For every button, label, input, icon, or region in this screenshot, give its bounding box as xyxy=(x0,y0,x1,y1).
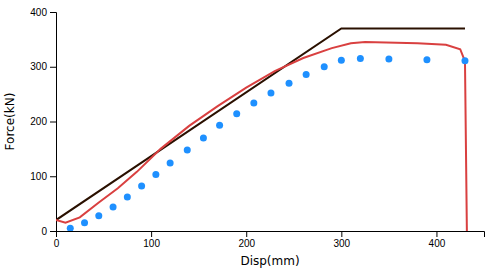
tick-mark xyxy=(151,231,152,237)
point xyxy=(357,55,364,62)
tick-mark xyxy=(50,67,56,68)
y-axis: 0 100 200 300 400 xyxy=(30,7,56,237)
point xyxy=(67,225,74,231)
chart: 0 100 200 300 400 0 100 200 300 400 Disp(mm) Force(… xyxy=(0,0,500,271)
tick-label: 400 xyxy=(30,7,47,18)
point xyxy=(95,212,102,219)
point xyxy=(385,56,392,63)
series-line xyxy=(56,42,467,231)
tick-label: 100 xyxy=(143,238,160,249)
tick-mark xyxy=(246,231,247,237)
tick-label: 200 xyxy=(30,116,47,127)
tick: 100 xyxy=(143,231,160,249)
plot: 0 100 200 300 400 0 100 200 300 400 xyxy=(30,7,484,249)
tick-mark xyxy=(436,231,437,237)
point xyxy=(152,171,159,178)
tick-mark xyxy=(50,12,56,13)
tick: 0 xyxy=(41,226,56,237)
point xyxy=(286,80,293,87)
tick-label: 400 xyxy=(429,238,446,249)
x-axis: 0 100 200 300 400 xyxy=(54,231,485,249)
point xyxy=(184,146,191,153)
tick: 300 xyxy=(30,61,56,72)
point xyxy=(167,160,174,167)
axis-line xyxy=(50,13,57,232)
point xyxy=(233,110,240,117)
tick-label: 100 xyxy=(30,171,47,182)
tick-mark xyxy=(341,231,342,237)
tick: 400 xyxy=(30,7,56,18)
point xyxy=(138,183,145,190)
tick-mark xyxy=(50,176,56,177)
axis-line xyxy=(57,232,485,238)
tick: 200 xyxy=(30,116,56,127)
y-axis-title: Force(kN) xyxy=(3,93,17,151)
tick-mark xyxy=(50,231,56,232)
point xyxy=(338,57,345,64)
point xyxy=(250,99,257,106)
point xyxy=(267,90,274,97)
point xyxy=(81,219,88,226)
point xyxy=(321,63,328,70)
tick-mark xyxy=(50,122,56,123)
point xyxy=(124,194,131,201)
point xyxy=(216,122,223,129)
tick-label: 0 xyxy=(54,238,60,249)
tick: 200 xyxy=(238,231,255,249)
point xyxy=(303,71,310,78)
tick: 400 xyxy=(429,231,446,249)
x-axis-title: Disp(mm) xyxy=(240,254,299,268)
point xyxy=(200,134,207,141)
tick-label: 200 xyxy=(238,238,255,249)
tick-label: 300 xyxy=(333,238,350,249)
tick: 300 xyxy=(333,231,350,249)
series-line xyxy=(56,28,465,220)
tick-label: 0 xyxy=(41,226,47,237)
point xyxy=(461,57,468,64)
tick: 100 xyxy=(30,171,56,182)
point xyxy=(110,203,117,210)
point xyxy=(423,56,430,63)
marks xyxy=(56,28,468,231)
tick: 0 xyxy=(54,231,60,249)
tick-label: 300 xyxy=(30,61,47,72)
